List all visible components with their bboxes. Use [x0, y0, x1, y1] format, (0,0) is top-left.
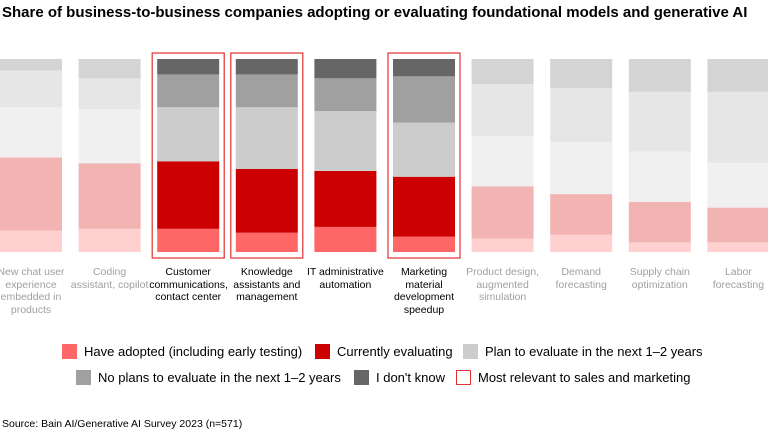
bar-segment — [235, 107, 298, 170]
bar-segment — [471, 238, 534, 252]
legend-swatch — [456, 370, 471, 385]
bar-segment — [157, 228, 220, 252]
bar-segment — [550, 141, 613, 195]
stacked-bar-chart — [0, 52, 768, 259]
bar-segment — [550, 87, 613, 142]
bar-segment — [0, 230, 62, 252]
bar-segment — [393, 236, 455, 252]
bar-segment — [235, 232, 298, 252]
bar-segment — [157, 74, 220, 108]
source-note: Source: Bain AI/Generative AI Survey 202… — [2, 418, 243, 430]
bar-segment — [314, 226, 377, 252]
bar-segment — [235, 74, 298, 108]
bar-segment — [707, 59, 768, 92]
legend-label: Most relevant to sales and marketing — [478, 370, 691, 385]
bar-segment — [393, 122, 455, 177]
category-label: Customer communications, contact center — [149, 266, 228, 303]
bar-segment — [707, 242, 768, 252]
legend-item: Have adopted (including early testing) — [62, 344, 302, 359]
category-label: Marketing material development speedup — [393, 266, 455, 316]
bar-segment — [393, 76, 455, 123]
bar-segment — [550, 234, 613, 252]
bar-segment — [550, 194, 613, 235]
category-label: Product design, augmented simulation — [466, 266, 540, 303]
category-label: Coding assistant, copilot — [70, 266, 149, 291]
bar-segment — [628, 59, 691, 92]
bar-segment — [393, 176, 455, 237]
legend-item: No plans to evaluate in the next 1–2 yea… — [76, 370, 341, 385]
legend-swatch — [315, 344, 330, 359]
bar-segment — [550, 59, 613, 88]
bar-segment — [157, 161, 220, 229]
bar-segment — [0, 107, 62, 158]
bar-segment — [471, 84, 534, 137]
bar-segment — [707, 91, 768, 164]
bar-segment — [157, 59, 220, 75]
bar-segment — [471, 59, 534, 85]
highlight-outline — [387, 52, 461, 259]
chart-title: Share of business-to-business companies … — [2, 4, 748, 21]
bar-segment — [471, 136, 534, 187]
category-label: Demand forecasting — [555, 266, 607, 291]
category-label: Labor forecasting — [712, 266, 765, 291]
legend-item: Plan to evaluate in the next 1–2 years — [463, 344, 703, 359]
legend-item: I don't know — [354, 370, 445, 385]
bar-segment — [235, 59, 298, 75]
bar-segment — [0, 157, 62, 231]
bar-segment — [707, 163, 768, 208]
bar-segment — [628, 151, 691, 202]
legend-label: No plans to evaluate in the next 1–2 yea… — [98, 370, 341, 385]
bar-segment — [78, 109, 141, 164]
category-label: New chat user experience embedded in pro… — [0, 266, 65, 316]
bar-segment — [157, 107, 220, 162]
legend-label: I don't know — [376, 370, 445, 385]
bar-segment — [314, 111, 377, 171]
bar-segment — [78, 163, 141, 229]
bar-segment — [78, 78, 141, 110]
bar-segment — [314, 59, 377, 79]
legend-swatch — [76, 370, 91, 385]
legend-item: Currently evaluating — [315, 344, 453, 359]
category-label: Supply chain optimization — [629, 266, 690, 291]
bar-segment — [314, 170, 377, 227]
bar-segment — [314, 78, 377, 112]
bar-segment — [0, 59, 62, 71]
category-label: IT administrative automation — [306, 266, 384, 291]
legend-swatch — [354, 370, 369, 385]
bar-segment — [393, 59, 455, 77]
highlight-outline — [151, 52, 225, 259]
bar-segment — [628, 91, 691, 152]
bar-segment — [707, 207, 768, 243]
bar-segment — [471, 186, 534, 239]
bar-segment — [0, 70, 62, 108]
bar-segment — [78, 228, 141, 252]
legend-swatch — [62, 344, 77, 359]
bar-segment — [78, 59, 141, 79]
bar-segment — [235, 169, 298, 233]
legend-label: Currently evaluating — [337, 344, 453, 359]
legend-swatch — [463, 344, 478, 359]
legend-item: Most relevant to sales and marketing — [456, 370, 690, 385]
bar-segment — [628, 242, 691, 252]
legend-label: Have adopted (including early testing) — [84, 344, 303, 359]
category-label: Knowledge assistants and management — [233, 266, 301, 303]
legend-label: Plan to evaluate in the next 1–2 years — [485, 344, 703, 359]
highlight-outline — [230, 52, 304, 259]
bar-segment — [628, 201, 691, 243]
